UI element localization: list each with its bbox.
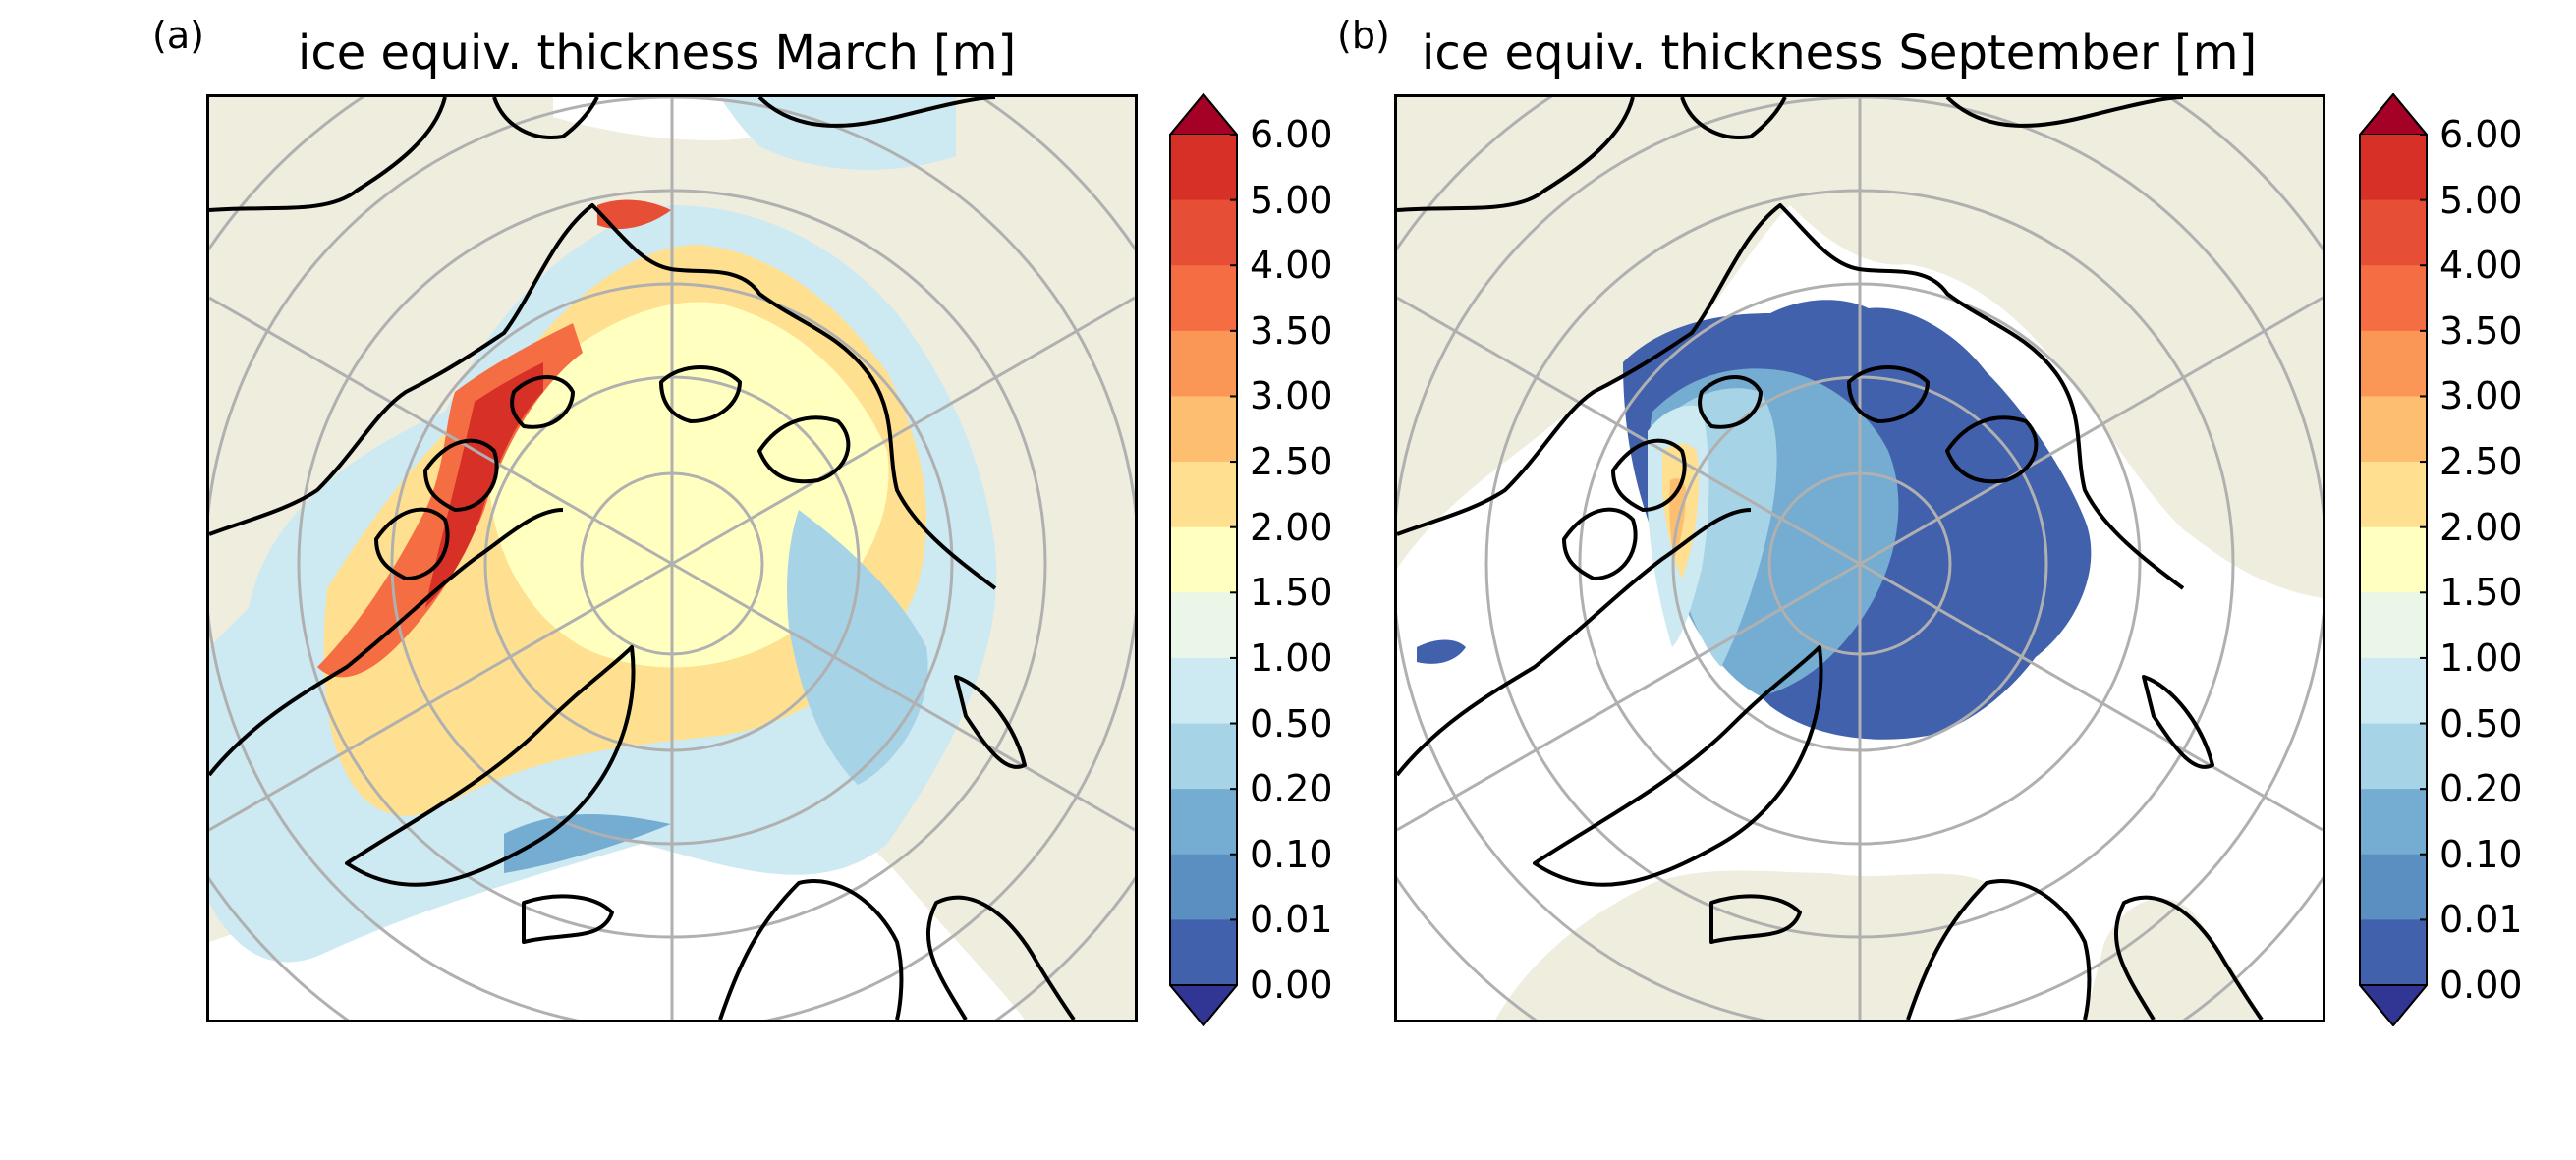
colorbar-tick-label: 0.01 bbox=[2439, 898, 2523, 942]
colorbar-bin bbox=[1170, 526, 1237, 593]
graticule bbox=[1397, 97, 2323, 1020]
map-march bbox=[206, 94, 1138, 1022]
colorbar-bin bbox=[1170, 919, 1237, 986]
colorbar-tick-label: 0.00 bbox=[1250, 964, 1333, 1007]
colorbar-bin bbox=[2360, 199, 2427, 266]
colorbar-tick-label: 0.01 bbox=[1250, 898, 1333, 942]
colorbar-tick-label: 2.50 bbox=[2439, 440, 2523, 484]
colorbar-tick-label: 5.00 bbox=[1250, 178, 1333, 222]
panel-title-september: ice equiv. thickness September [m] bbox=[1422, 26, 2258, 81]
colorbar-tick-label: 0.00 bbox=[2439, 964, 2523, 1007]
colorbar-bin bbox=[1170, 135, 1237, 201]
colorbar-tick-label: 1.00 bbox=[1250, 635, 1333, 680]
colorbar-tick-label: 6.00 bbox=[1250, 113, 1333, 156]
colorbar-tick-label: 0.50 bbox=[1250, 701, 1333, 746]
colorbar-bin bbox=[1170, 199, 1237, 266]
panel-march: (a) ice equiv. thickness March [m] bbox=[0, 0, 1333, 1160]
colorbar-bin bbox=[1170, 854, 1237, 920]
colorbar-bin bbox=[2360, 919, 2427, 986]
colorbar-bin bbox=[1170, 330, 1237, 397]
colorbar-bin bbox=[1170, 723, 1237, 790]
colorbar-bin bbox=[2360, 723, 2427, 790]
colorbar-tick-label: 0.20 bbox=[2439, 767, 2523, 811]
colorbar-tick-label: 2.00 bbox=[2439, 505, 2523, 549]
colorbar-tick-label: 0.10 bbox=[1250, 832, 1333, 876]
colorbar-extend-min bbox=[2359, 984, 2428, 1026]
colorbar-tick-label: 1.50 bbox=[2439, 571, 2523, 615]
colorbar-bin bbox=[2360, 265, 2427, 332]
colorbar-tick-label: 0.10 bbox=[2439, 832, 2523, 876]
coastlines bbox=[1397, 97, 2264, 1020]
colorbar-tick-label: 0.20 bbox=[1250, 767, 1333, 811]
colorbar-bin bbox=[2360, 330, 2427, 397]
colorbar-march bbox=[1169, 93, 1238, 1026]
map-september bbox=[1394, 94, 2325, 1022]
coastlines bbox=[209, 97, 1076, 1020]
colorbar-bin bbox=[2360, 135, 2427, 201]
panel-letter-a: (a) bbox=[152, 14, 204, 57]
colorbar-bin bbox=[1170, 462, 1237, 528]
colorbar-bin bbox=[2360, 789, 2427, 856]
map-march-svg bbox=[209, 97, 1135, 1020]
colorbar-tick-label: 1.00 bbox=[2439, 635, 2523, 680]
colorbar-bin bbox=[1170, 592, 1237, 659]
panel-title-march: ice equiv. thickness March [m] bbox=[298, 26, 1017, 81]
colorbar-tick-label: 3.50 bbox=[2439, 308, 2523, 353]
graticule bbox=[209, 97, 1135, 1020]
colorbar-bin bbox=[2360, 526, 2427, 593]
colorbar-bin bbox=[2360, 396, 2427, 463]
colorbar-tick-label: 1.50 bbox=[1250, 571, 1333, 615]
colorbar-bin bbox=[2360, 657, 2427, 725]
map-september-svg bbox=[1397, 97, 2323, 1020]
colorbar-bin bbox=[1170, 789, 1237, 856]
colorbar-bin bbox=[2360, 854, 2427, 920]
colorbar-bin bbox=[2360, 592, 2427, 659]
colorbar-bin bbox=[1170, 265, 1237, 332]
colorbar-extend-min bbox=[1169, 984, 1238, 1026]
colorbar-bin bbox=[1170, 396, 1237, 463]
panel-letter-b: (b) bbox=[1337, 14, 1390, 57]
colorbar-tick-label: 2.00 bbox=[1250, 505, 1333, 549]
sea-ice-march bbox=[209, 97, 997, 963]
colorbar-tick-label: 0.50 bbox=[2439, 701, 2523, 746]
colorbar-extend-max bbox=[2359, 93, 2428, 136]
colorbar-tick-label: 3.00 bbox=[2439, 374, 2523, 418]
colorbar-march-svg bbox=[1169, 93, 1238, 1026]
colorbar-tick-label: 4.00 bbox=[1250, 244, 1333, 288]
colorbar-september bbox=[2359, 93, 2428, 1026]
open-ocean-north bbox=[553, 97, 759, 140]
colorbar-tick-label: 5.00 bbox=[2439, 178, 2523, 222]
colorbar-september-svg bbox=[2359, 93, 2428, 1026]
colorbar-tick-label: 3.00 bbox=[1250, 374, 1333, 418]
colorbar-tick-label: 6.00 bbox=[2439, 113, 2523, 156]
colorbar-bin bbox=[2360, 462, 2427, 528]
panel-september: (b) ice equiv. thickness September [m] bbox=[1190, 0, 2523, 1160]
colorbar-tick-label: 4.00 bbox=[2439, 244, 2523, 288]
colorbar-tick-label: 2.50 bbox=[1250, 440, 1333, 484]
colorbar-tick-label: 3.50 bbox=[1250, 308, 1333, 353]
colorbar-bin bbox=[1170, 657, 1237, 725]
